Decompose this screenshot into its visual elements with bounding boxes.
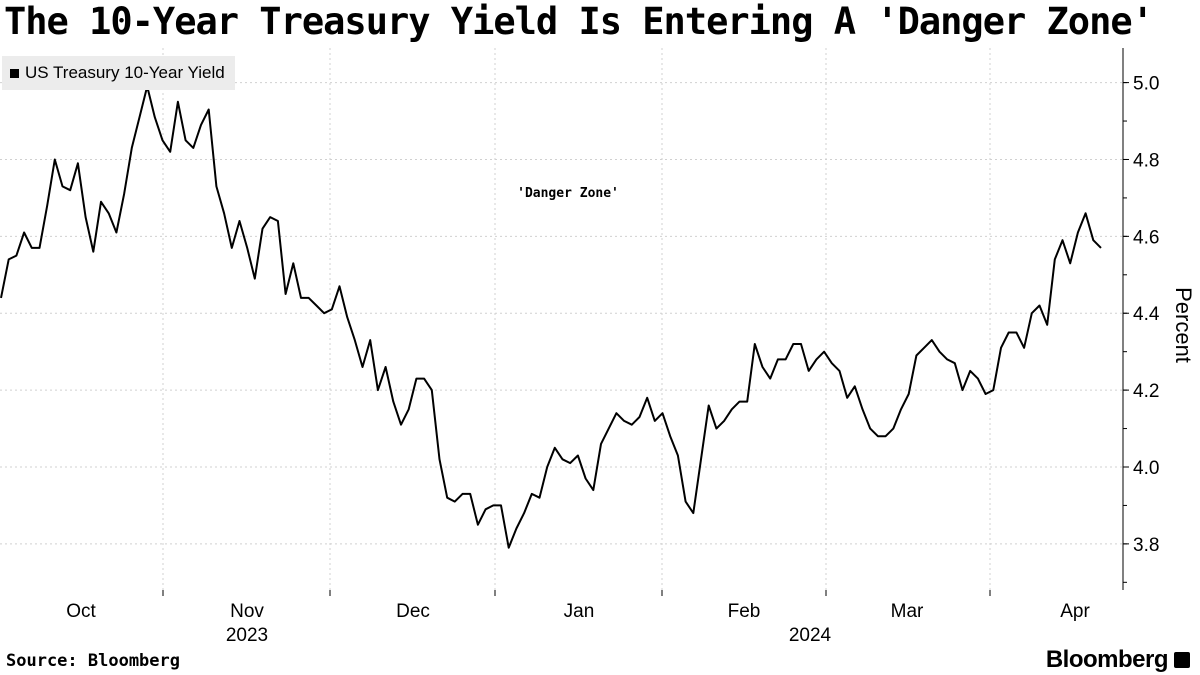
y-tick-label: 3.8 xyxy=(1133,535,1159,556)
y-tick-label: 4.0 xyxy=(1133,458,1159,479)
brand-name: Bloomberg xyxy=(1045,646,1169,673)
x-tick-label: Nov xyxy=(230,601,264,622)
y-tick-label: 4.2 xyxy=(1133,381,1159,402)
y-tick-label: 4.4 xyxy=(1133,304,1160,325)
source-note: Source: Bloomberg xyxy=(6,651,180,671)
x-tick-label: Oct xyxy=(66,601,96,622)
x-tick-label: Dec xyxy=(396,601,430,622)
series-line-us-treasury-10-year-yield xyxy=(0,85,1102,549)
bloomberg-mark-icon xyxy=(1174,652,1190,668)
x-tick-label: Jan xyxy=(564,601,595,622)
legend: US Treasury 10-Year Yield xyxy=(2,56,235,90)
y-tick-label: 4.8 xyxy=(1133,150,1159,171)
x-tick-label: Mar xyxy=(891,601,924,622)
y-tick-labels: 3.8 4.0 4.2 4.4 4.6 4.8 5.0 xyxy=(1133,74,1160,556)
danger-zone-annotation: 'Danger Zone' xyxy=(517,186,619,201)
bloomberg-logo: Bloomberg xyxy=(1046,646,1190,674)
chart-title: The 10-Year Treasury Yield Is Entering A… xyxy=(4,0,1154,43)
x-tick-labels: Oct Nov Dec Jan Feb Mar Apr 2023 2024 xyxy=(66,601,1090,646)
legend-label: US Treasury 10-Year Yield xyxy=(25,63,225,82)
x-tick-label: Apr xyxy=(1060,601,1090,622)
axes xyxy=(162,48,1129,596)
y-axis-label: Percent xyxy=(1171,287,1196,363)
x-tick-label: Feb xyxy=(728,601,761,622)
gridlines xyxy=(0,48,1123,590)
legend-swatch xyxy=(10,68,19,78)
y-tick-label: 4.6 xyxy=(1133,227,1159,248)
year-label: 2023 xyxy=(226,625,268,646)
y-tick-label: 5.0 xyxy=(1133,74,1159,95)
year-label: 2024 xyxy=(789,625,832,646)
